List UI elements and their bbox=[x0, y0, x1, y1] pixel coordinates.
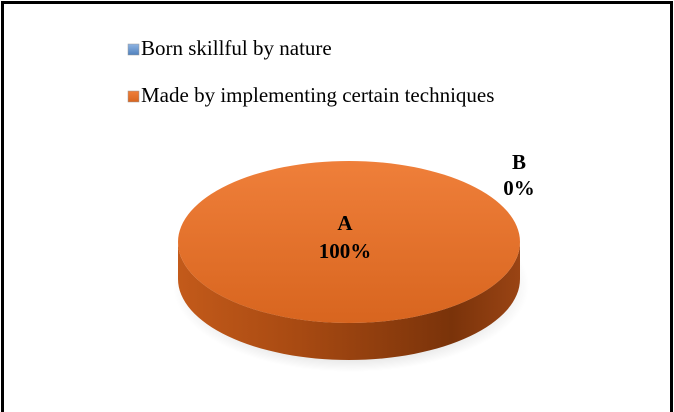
data-label: 100% bbox=[319, 239, 372, 263]
slice-label: A bbox=[337, 211, 353, 235]
slice-top bbox=[178, 161, 520, 323]
slice-side bbox=[178, 242, 520, 360]
legend-label: Born skillful by nature bbox=[141, 36, 332, 60]
data-label: 0% bbox=[503, 176, 535, 200]
legend-swatch bbox=[127, 90, 140, 103]
legend-label: Made by implementing certain techniques bbox=[141, 83, 494, 107]
legend-swatch bbox=[127, 43, 140, 56]
slice-label: B bbox=[512, 150, 526, 174]
